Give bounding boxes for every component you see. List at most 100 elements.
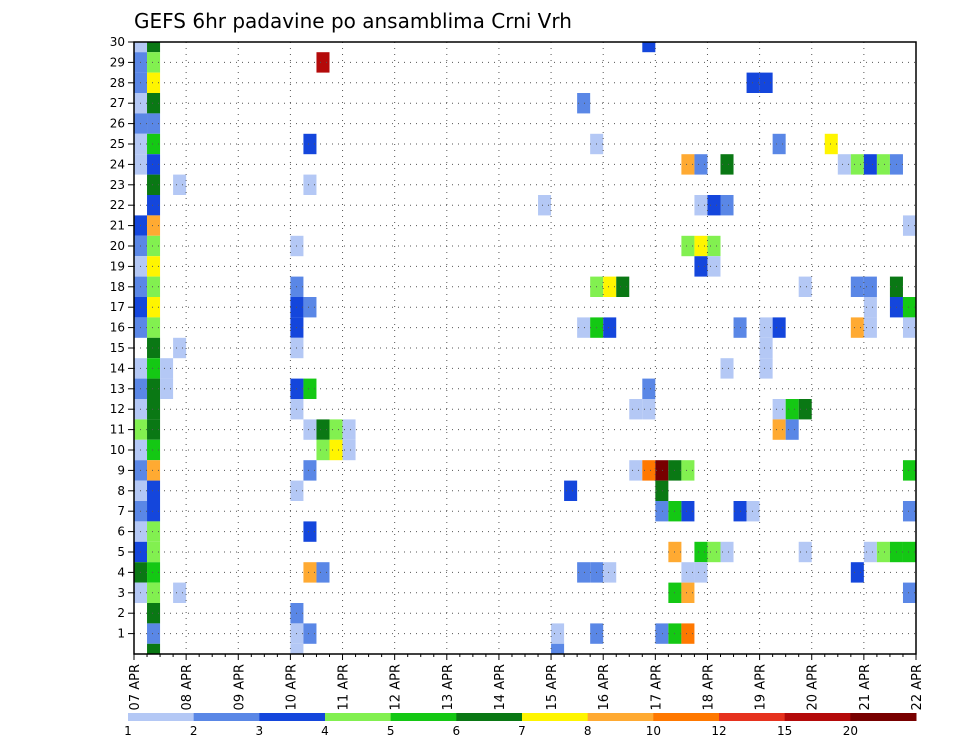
heatmap-cell — [160, 378, 174, 399]
heatmap-cells — [134, 42, 916, 654]
heatmap-cell — [342, 419, 356, 440]
y-tick-label: 25 — [110, 137, 125, 151]
heatmap-cell — [707, 256, 721, 277]
heatmap-cell — [303, 133, 317, 155]
y-tick-label: 22 — [110, 198, 125, 212]
heatmap-cell — [342, 439, 356, 461]
heatmap-cell — [147, 317, 161, 338]
heatmap-cell — [147, 501, 161, 522]
x-tick-label: 10 APR — [284, 664, 299, 710]
heatmap-cell — [720, 195, 734, 216]
heatmap-cell — [147, 521, 161, 542]
heatmap-cell — [173, 582, 187, 603]
heatmap-cell — [303, 174, 317, 195]
heatmap-cell — [720, 358, 734, 379]
chart-title: GEFS 6hr padavine po ansamblima Crni Vrh — [134, 9, 572, 33]
colorbar-swatch — [325, 713, 392, 721]
heatmap-cell — [147, 195, 161, 216]
y-tick-label: 5 — [117, 545, 125, 559]
x-tick-label: 20 APR — [806, 664, 821, 710]
heatmap-cell — [147, 235, 161, 257]
heatmap-cell — [147, 623, 161, 644]
heatmap-cell — [902, 297, 916, 318]
heatmap-cell — [681, 154, 695, 175]
y-tick-label: 11 — [110, 423, 125, 437]
heatmap-cell — [902, 460, 916, 481]
heatmap-cell — [551, 643, 565, 654]
y-tick-label: 24 — [110, 157, 125, 171]
heatmap-cell — [694, 541, 708, 563]
y-tick-label: 13 — [110, 382, 125, 396]
y-tick-label: 7 — [117, 504, 125, 518]
heatmap-cell — [147, 603, 161, 624]
heatmap-cell — [303, 460, 317, 481]
heatmap-cell — [564, 480, 578, 501]
heatmap-cell — [772, 399, 786, 420]
colorbar-swatch — [719, 713, 786, 721]
heatmap-cell — [147, 42, 161, 53]
heatmap-cell — [863, 541, 877, 563]
y-tick-label: 12 — [110, 402, 125, 416]
heatmap-cell — [798, 399, 812, 420]
heatmap-cell — [538, 195, 552, 216]
heatmap-cell — [876, 154, 890, 175]
heatmap-cell — [681, 582, 695, 603]
y-tick-label: 15 — [110, 341, 125, 355]
colorbar-label: 6 — [453, 724, 461, 738]
heatmap-cell — [655, 623, 669, 644]
colorbar-label: 4 — [321, 724, 329, 738]
heatmap-cell — [785, 399, 799, 420]
colorbar-swatch — [522, 713, 589, 721]
y-tick-label: 9 — [117, 463, 125, 477]
heatmap-cell — [707, 195, 721, 216]
y-tick-label: 29 — [110, 55, 125, 69]
heatmap-cell — [863, 297, 877, 318]
heatmap-cell — [329, 439, 343, 461]
heatmap-cell — [720, 541, 734, 563]
colorbar-label: 10 — [646, 724, 661, 738]
heatmap-cell — [147, 174, 161, 195]
heatmap-cell — [551, 623, 565, 644]
heatmap-cell — [694, 256, 708, 277]
heatmap-cell — [147, 643, 161, 654]
heatmap-cell — [746, 72, 760, 93]
y-tick-label: 16 — [110, 321, 125, 335]
y-tick-label: 17 — [110, 300, 125, 314]
colorbar-swatch — [653, 713, 720, 721]
y-tick-label: 18 — [110, 280, 125, 294]
colorbar-label: 8 — [584, 724, 592, 738]
y-tick-label: 28 — [110, 76, 125, 90]
heatmap-cell — [147, 276, 161, 297]
heatmap-cell — [772, 133, 786, 155]
colorbar: 1 2 3 4 5 6 7 8 10 12 15 20 — [124, 713, 917, 738]
heatmap-cell — [850, 317, 864, 338]
colorbar-swatch — [456, 713, 523, 721]
heatmap-cell — [147, 256, 161, 277]
heatmap-cell — [902, 317, 916, 338]
heatmap-cell — [173, 337, 187, 359]
heatmap-cell — [655, 460, 669, 481]
heatmap-cell — [577, 562, 591, 583]
heatmap-cell — [316, 52, 330, 73]
heatmap-cell — [329, 419, 343, 440]
heatmap-cell — [147, 358, 161, 379]
x-tick-label: 12 APR — [389, 664, 404, 710]
x-tick-label: 15 APR — [545, 664, 560, 710]
heatmap-cell — [785, 419, 799, 440]
heatmap-cell — [147, 72, 161, 93]
heatmap-cell — [603, 562, 617, 583]
x-tick-label: 16 APR — [597, 664, 612, 710]
heatmap-cell — [746, 501, 760, 522]
heatmap-cell — [850, 562, 864, 583]
y-tick-label: 23 — [110, 178, 125, 192]
heatmap-cell — [824, 133, 838, 155]
y-tick-label: 14 — [110, 361, 125, 375]
heatmap-cell — [147, 154, 161, 175]
y-tick-label: 10 — [110, 443, 125, 457]
heatmap-cell — [876, 541, 890, 563]
heatmap-cell — [603, 317, 617, 338]
heatmap-cell — [303, 562, 317, 583]
heatmap-cell — [147, 582, 161, 603]
heatmap-cell — [629, 460, 643, 481]
